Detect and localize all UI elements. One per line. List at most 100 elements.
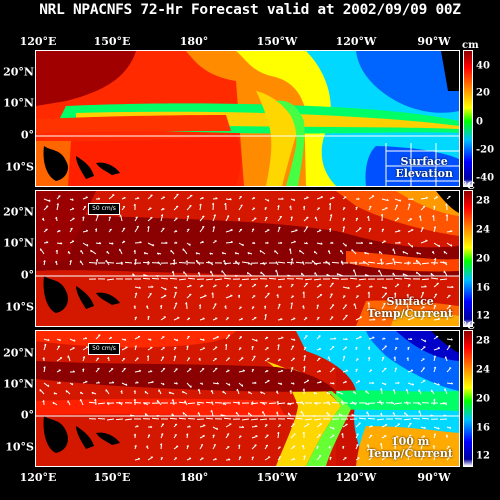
current-vector-head (255, 435, 258, 437)
current-vector-head (203, 424, 206, 426)
colorbar-tick-p2-28: 28 (476, 195, 490, 207)
colorbar-unit-p1: cm (462, 40, 479, 51)
current-vector-head (97, 381, 100, 384)
current-vector (225, 423, 232, 428)
current-vector (313, 278, 322, 281)
current-vector (133, 402, 142, 404)
current-vector (250, 402, 259, 405)
current-vector (65, 390, 71, 395)
current-vector-head (399, 199, 402, 202)
current-vector (313, 262, 322, 265)
current-vector-head (202, 338, 205, 341)
current-vector-head (405, 388, 408, 392)
current-vector-head (332, 382, 335, 385)
current-vector (403, 277, 412, 280)
current-vector (212, 444, 217, 450)
current-vector (277, 261, 286, 264)
current-vector-head (384, 382, 387, 386)
current-vector (355, 422, 361, 428)
current-vector-head (356, 433, 359, 436)
current-vector-head (433, 226, 436, 229)
current-vector (367, 417, 376, 420)
current-vector-head (410, 369, 414, 371)
current-vector-head (338, 413, 341, 416)
current-vector-head (313, 391, 316, 395)
current-vector-head (185, 260, 188, 263)
current-vector (225, 198, 232, 201)
current-vector-head (448, 455, 451, 457)
current-vector (336, 273, 344, 277)
current-vector-head (445, 434, 448, 437)
current-vector (433, 258, 437, 266)
current-vector-head (234, 252, 237, 255)
current-vector-head (94, 228, 98, 231)
current-vector (446, 242, 453, 247)
current-vector (433, 318, 440, 321)
current-vector (303, 423, 310, 428)
current-vector-head (424, 285, 427, 288)
current-vector (134, 225, 140, 233)
current-vector-head (331, 282, 334, 285)
current-vector (303, 355, 306, 362)
current-vector (160, 368, 166, 373)
current-vector-head (112, 381, 115, 384)
current-vector (367, 261, 376, 264)
current-vector-head (276, 294, 279, 297)
current-vector-head (433, 355, 436, 358)
current-vector-head (156, 252, 159, 255)
current-vector-head (328, 445, 331, 448)
current-vector-head (317, 316, 320, 319)
current-vector-head (149, 292, 152, 295)
current-vector-head (329, 214, 333, 217)
current-vector-head (402, 273, 405, 276)
current-vector-head (291, 283, 294, 286)
current-vector-head (326, 273, 329, 277)
current-vector (186, 215, 190, 222)
current-vector-head (367, 302, 370, 305)
current-vector-head (134, 258, 137, 261)
current-vector (421, 278, 430, 281)
current-vector (419, 410, 422, 417)
lat-label-10s-p2: 10°S (5, 300, 34, 314)
current-vector-head (150, 425, 153, 428)
current-vector (251, 444, 257, 450)
current-vector-head (55, 216, 57, 220)
current-vector-head (251, 401, 254, 404)
current-vector-head (264, 313, 267, 316)
current-vector (407, 229, 414, 233)
current-vector-head (342, 217, 345, 220)
current-vector-head (425, 239, 428, 242)
current-vector (173, 259, 176, 266)
colorbar-tick-p2-24: 24 (476, 224, 490, 236)
current-vector (407, 203, 411, 211)
current-vector-head (160, 456, 163, 459)
current-vector-head (189, 243, 191, 246)
current-vector-head (406, 357, 409, 360)
current-vector (329, 367, 335, 373)
current-vector (225, 241, 233, 244)
current-vector-head (328, 202, 331, 206)
current-vector-head (71, 207, 75, 210)
current-vector-head (408, 284, 411, 286)
current-vector-head (151, 285, 154, 288)
current-vector-head (290, 216, 293, 219)
current-vector-head (293, 198, 296, 201)
current-vector-head (410, 337, 413, 340)
current-vector (331, 401, 340, 404)
current-vector-head (289, 389, 292, 393)
current-vector-head (160, 214, 164, 217)
current-vector-head (196, 403, 199, 406)
current-vector-head (98, 197, 101, 200)
current-vector-head (304, 346, 307, 349)
current-vector-head (341, 400, 343, 403)
current-vector (43, 205, 49, 211)
current-vector (106, 261, 115, 264)
current-vector (147, 381, 154, 384)
current-vector (342, 286, 350, 289)
100m-temp-label-line2: Temp/Current (367, 447, 453, 460)
lon-label-120e-top: 120°E (19, 35, 57, 48)
current-vector (251, 338, 258, 342)
current-vector (172, 399, 175, 406)
current-vector-head (189, 284, 192, 287)
current-vector (43, 382, 50, 388)
